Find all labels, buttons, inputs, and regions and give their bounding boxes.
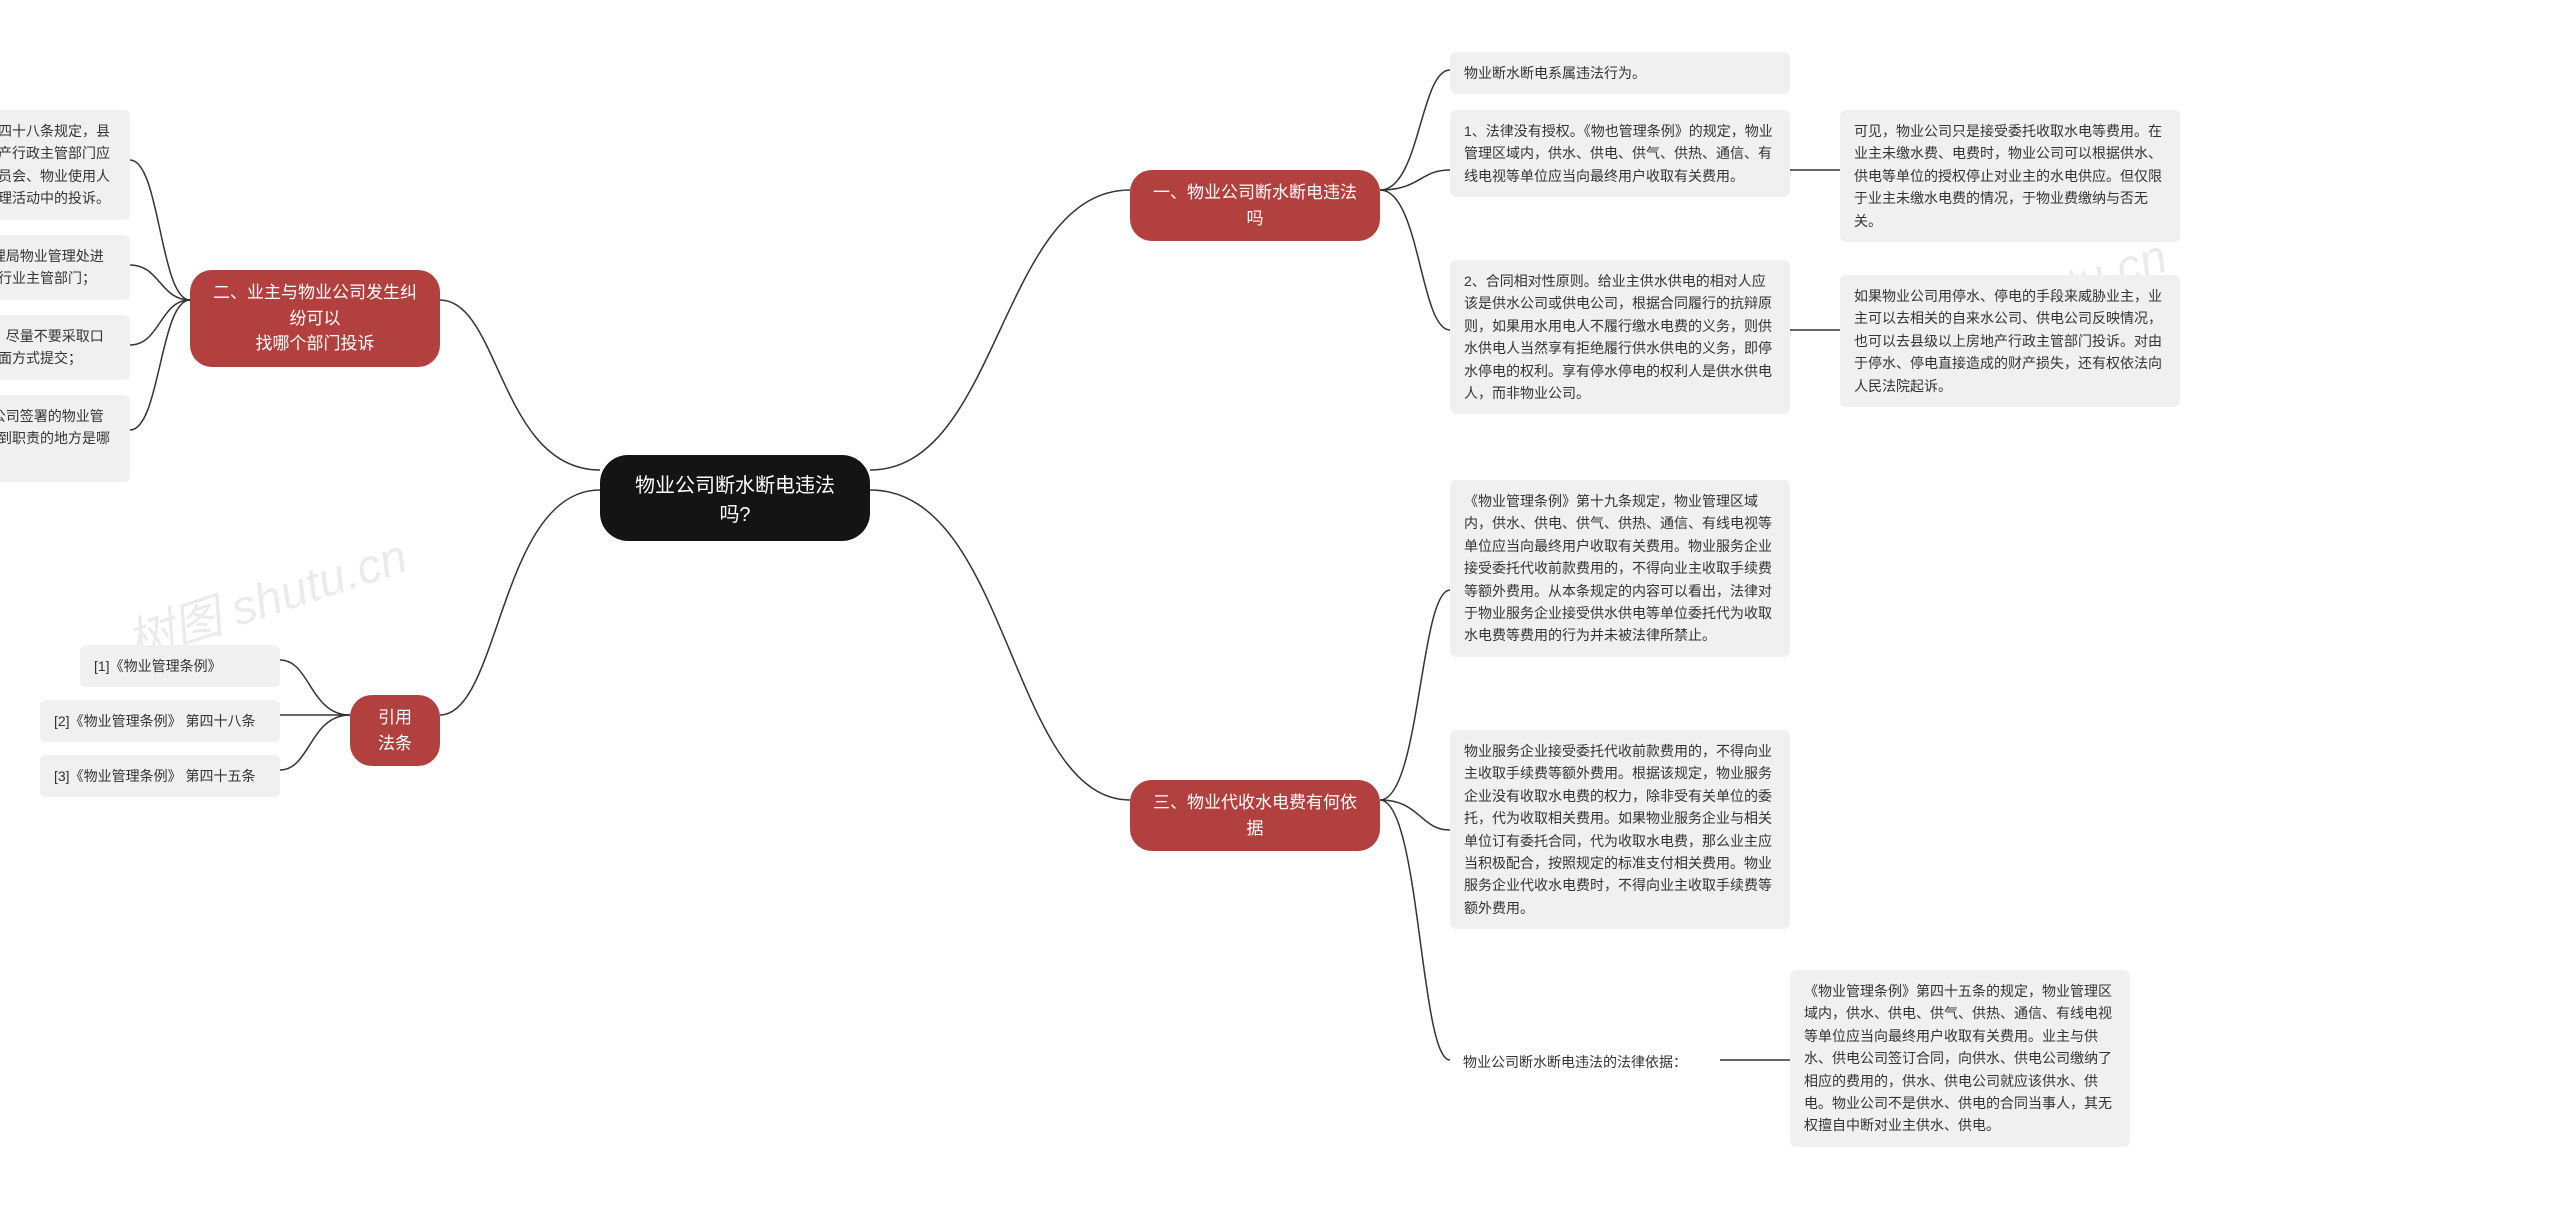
branch-1: 一、物业公司断水断电违法吗 [1130, 170, 1380, 241]
leaf-1a: 物业断水断电系属违法行为。 [1450, 52, 1790, 94]
leaf-1b: 1、法律没有授权。《物也管理条例》的规定，物业管理区域内，供水、供电、供气、供热… [1450, 110, 1790, 197]
leaf-2a: 根据《物业管理条例》第四十八条规定，县级以上地方人民政府房地产行政主管部门应当及… [0, 110, 130, 220]
leaf-4c: [3]《物业管理条例》 第四十五条 [40, 755, 280, 797]
leaf-4b: [2]《物业管理条例》 第四十八条 [40, 700, 280, 742]
root-node: 物业公司断水断电违法吗? [600, 455, 870, 541]
leaf-2b: 1、可以向当地房地产管理局物业管理处进行投诉，这个部门是物业行业主管部门； [0, 235, 130, 300]
leaf-1c-ext: 如果物业公司用停水、停电的手段来威胁业主，业主可以去相关的自来水公司、供电公司反… [1840, 275, 2180, 407]
leaf-3b: 物业服务企业接受委托代收前款费用的，不得向业主收取手续费等额外费用。根据该规定，… [1450, 730, 1790, 929]
leaf-2d: 3、提交前看看您与物业公司签署的物业管理协议中，物业公司未尽到职责的地方是哪些，… [0, 395, 130, 482]
leaf-1b-ext: 可见，物业公司只是接受委托收取水电等费用。在业主未缴水费、电费时，物业公司可以根… [1840, 110, 2180, 242]
leaf-1c: 2、合同相对性原则。给业主供水供电的相对人应该是供水公司或供电公司，根据合同履行… [1450, 260, 1790, 414]
leaf-3c: 《物业管理条例》第四十五条的规定，物业管理区域内，供水、供电、供气、供热、通信、… [1790, 970, 2130, 1147]
branch-2: 二、业主与物业公司发生纠纷可以 找哪个部门投诉 [190, 270, 440, 367]
branch-4: 引用法条 [350, 695, 440, 766]
branch-3: 三、物业代收水电费有何依据 [1130, 780, 1380, 851]
leaf-2c: 2、投诉前做好相应工作。尽量不要采取口头投诉的方式，尽量以书面方式提交； [0, 315, 130, 380]
leaf-3c-label: 物业公司断水断电违法的法律依据： [1455, 1048, 1720, 1076]
leaf-4a: [1]《物业管理条例》 [80, 645, 280, 687]
leaf-3a: 《物业管理条例》第十九条规定，物业管理区域内，供水、供电、供气、供热、通信、有线… [1450, 480, 1790, 657]
